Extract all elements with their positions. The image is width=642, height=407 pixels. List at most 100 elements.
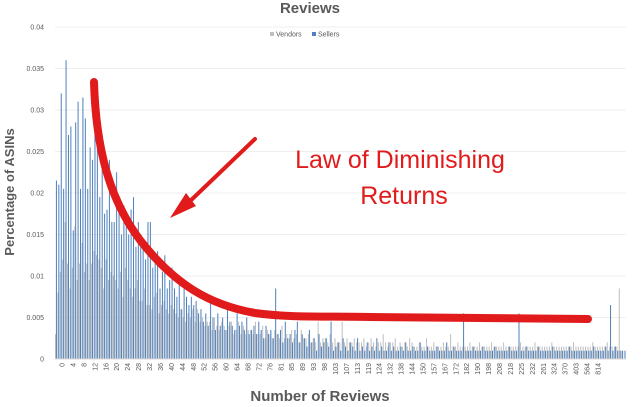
bar-sellers <box>217 313 219 359</box>
bar-vendors <box>435 346 437 359</box>
legend-label-vendors: Vendors <box>276 32 302 39</box>
bar-vendors <box>488 346 490 359</box>
bar-vendors <box>91 263 93 359</box>
bar-sellers <box>434 350 436 359</box>
bar-sellers <box>248 334 250 359</box>
x-tick-label: 119 <box>366 363 373 374</box>
y-tick-label: 0.025 <box>26 149 44 156</box>
bar-sellers <box>96 143 98 359</box>
bar-sellers <box>523 350 525 359</box>
bar-vendors <box>377 342 379 359</box>
y-tick-label: 0.01 <box>30 274 44 281</box>
bar-vendors <box>129 288 131 359</box>
diminishing-returns-curve <box>90 78 592 323</box>
bar-vendors <box>146 305 148 359</box>
bar-sellers <box>287 338 289 359</box>
bar-vendors <box>271 338 273 359</box>
bar-vendors <box>175 313 177 359</box>
bar-vendors <box>553 346 555 359</box>
bar-sellers <box>335 346 337 359</box>
bar-sellers <box>361 346 363 359</box>
bar-vendors <box>387 346 389 359</box>
annotation-line-2: Returns <box>360 182 448 210</box>
bar-sellers <box>429 350 431 359</box>
bar-vendors <box>136 280 138 359</box>
bar-vendors <box>505 346 507 359</box>
bar-sellers <box>448 350 450 359</box>
bar-vendors <box>385 342 387 359</box>
bar-vendors <box>447 346 449 359</box>
bar-sellers <box>554 350 556 359</box>
bar-sellers <box>304 338 306 359</box>
bar-sellers <box>605 346 607 359</box>
bar-vendors <box>471 346 473 359</box>
bar-sellers <box>267 334 269 359</box>
bar-sellers <box>504 350 506 359</box>
bar-sellers <box>359 350 361 359</box>
bar-sellers <box>120 234 122 359</box>
bar-vendors <box>177 317 179 359</box>
bar-sellers <box>318 334 320 359</box>
bar-vendors <box>536 346 538 359</box>
bar-sellers <box>491 350 493 359</box>
bar-sellers <box>530 350 532 359</box>
bar-sellers <box>222 317 224 359</box>
bar-vendors <box>416 346 418 359</box>
bar-sellers <box>67 134 69 359</box>
bar-sellers <box>614 346 616 359</box>
bar-vendors <box>621 350 623 359</box>
bar-vendors <box>144 288 146 359</box>
bar-sellers <box>419 342 421 359</box>
bar-sellers <box>400 346 402 359</box>
bar-sellers <box>181 309 183 359</box>
x-tick-label: 89 <box>300 363 307 371</box>
bar-sellers <box>193 305 195 359</box>
bar-vendors <box>235 329 237 359</box>
bar-sellers <box>116 172 118 359</box>
bar-sellers <box>123 205 125 359</box>
bar-sellers <box>496 350 498 359</box>
bar-sellers <box>479 350 481 359</box>
bar-vendors <box>519 342 521 359</box>
bar-sellers <box>106 209 108 359</box>
bar-sellers <box>246 317 248 359</box>
legend: Vendors Sellers <box>270 32 340 39</box>
bar-sellers <box>145 259 147 359</box>
bar-sellers <box>270 329 272 359</box>
bar-vendors <box>563 346 565 359</box>
bar-sellers <box>313 338 315 359</box>
x-tick-label: 208 <box>497 363 504 375</box>
bar-sellers <box>390 350 392 359</box>
bar-sellers <box>376 338 378 359</box>
bar-vendors <box>105 259 107 359</box>
bar-vendors <box>476 346 478 359</box>
bar-sellers <box>619 350 621 359</box>
bar-vendors <box>262 325 264 359</box>
bar-sellers <box>99 197 101 359</box>
bar-sellers <box>475 350 477 359</box>
bar-vendors <box>230 321 232 359</box>
bar-sellers <box>234 329 236 359</box>
bar-vendors <box>322 338 324 359</box>
bar-vendors <box>577 346 579 359</box>
bar-sellers <box>154 263 156 359</box>
bar-sellers <box>226 305 228 359</box>
bar-vendors <box>197 309 199 359</box>
bar-sellers <box>282 342 284 359</box>
bar-vendors <box>214 317 216 359</box>
x-tick-label: 403 <box>574 363 581 375</box>
bar-sellers <box>371 346 373 359</box>
bar-vendors <box>165 309 167 359</box>
bar-vendors <box>264 338 266 359</box>
bar-sellers <box>366 342 368 359</box>
bar-vendors <box>582 346 584 359</box>
bar-sellers <box>477 350 479 359</box>
bar-vendors <box>522 346 524 359</box>
bar-vendors <box>312 338 314 359</box>
bar-sellers <box>617 350 619 359</box>
bar-vendors <box>580 346 582 359</box>
bar-vendors <box>206 321 208 359</box>
bar-sellers <box>63 188 65 359</box>
x-tick-label: 20 <box>114 363 121 371</box>
bar-vendors <box>442 342 444 359</box>
